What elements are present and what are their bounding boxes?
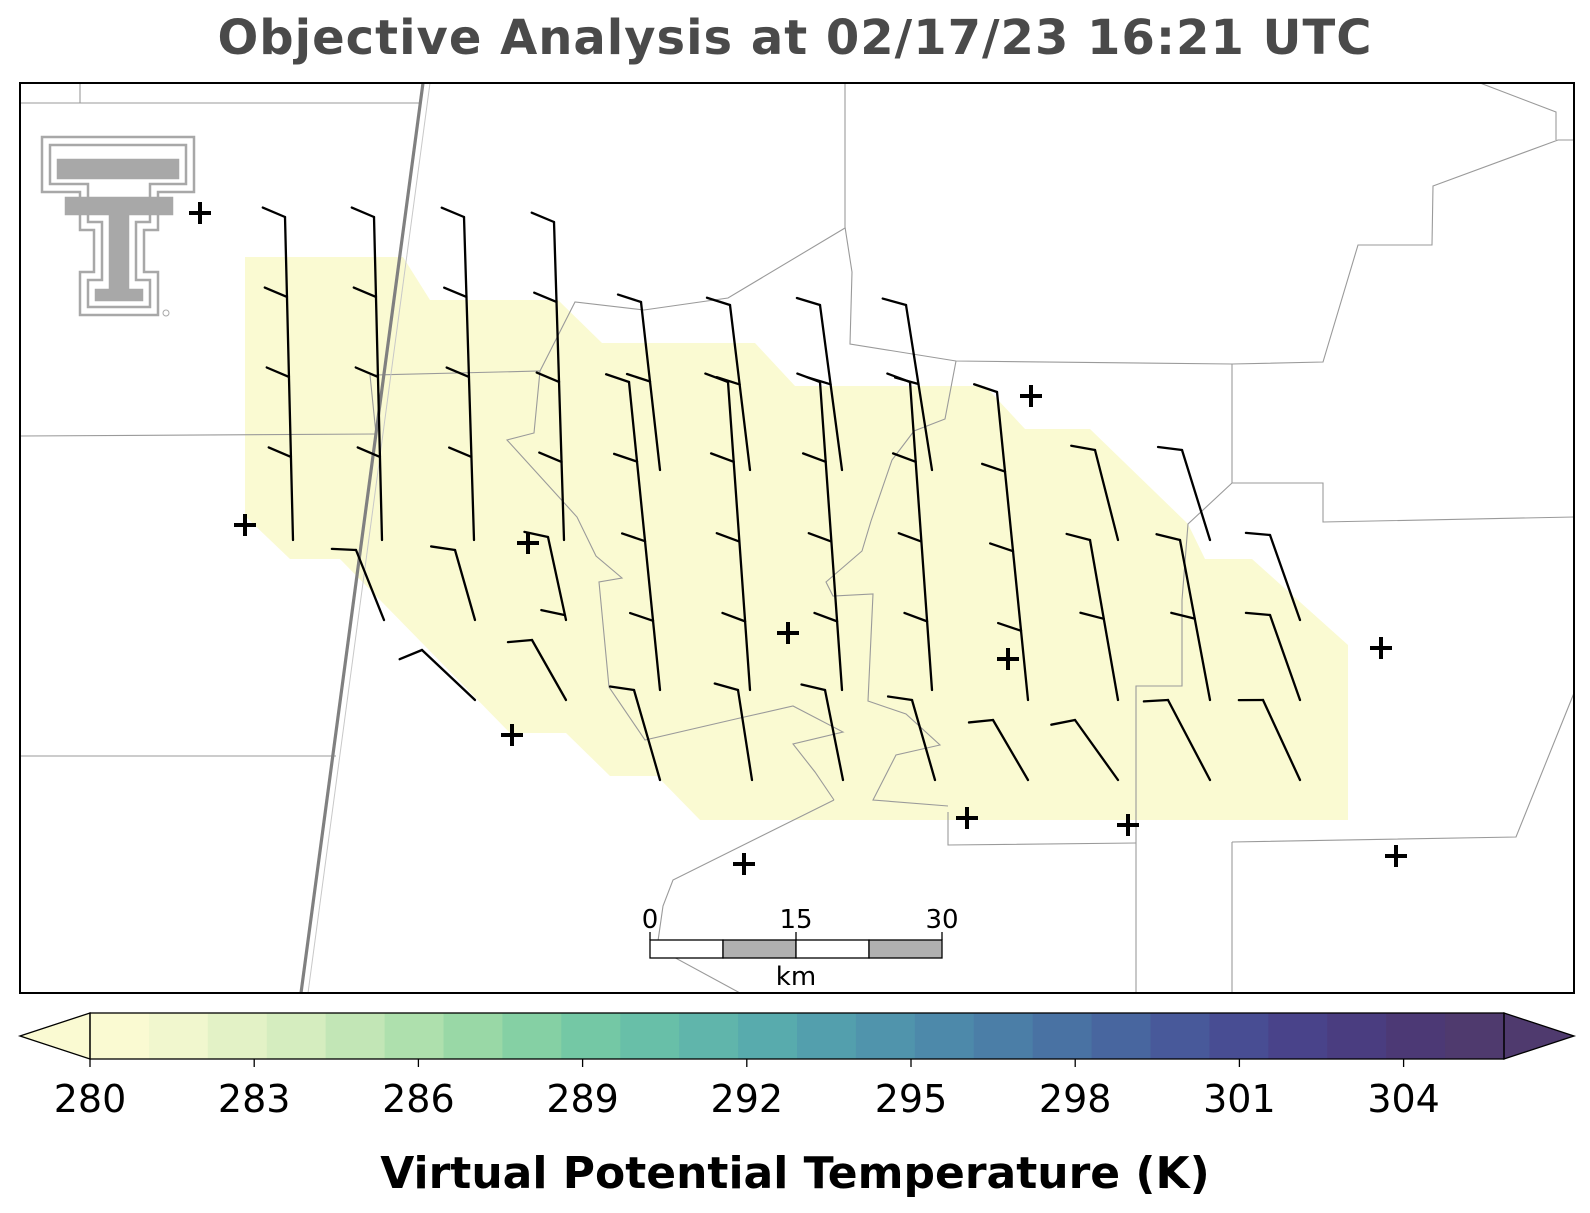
wind-barb: [1244, 531, 1302, 622]
wind-barb: [972, 383, 1030, 702]
colorbar-cell: [1386, 1013, 1446, 1059]
wind-barb: [616, 293, 662, 472]
scale-bar-label-15: 15: [779, 905, 812, 935]
station-marker: [1117, 814, 1139, 836]
colorbar-cell: [148, 1013, 209, 1059]
wind-barb: [886, 372, 934, 692]
colorbar-cell: [679, 1013, 739, 1059]
wind-barb: [1155, 533, 1212, 702]
wind-barb: [261, 206, 295, 542]
scale-bar-segment: [649, 939, 724, 959]
wind-barbs: [261, 206, 1302, 782]
station-marker: [501, 724, 523, 746]
station-markers: [189, 202, 1407, 875]
colorbar-cell: [1268, 1013, 1328, 1059]
texas-tech-double-t-logo: [40, 135, 196, 317]
scale-bar: 0 15 30 km: [642, 905, 959, 992]
county-boundaries: [20, 83, 1574, 993]
wind-barb: [886, 695, 937, 782]
colorbar-tick-label: 280: [54, 1077, 127, 1121]
colorbar-cell: [90, 1013, 150, 1059]
colorbar-cell: [914, 1013, 975, 1059]
wind-barb: [530, 211, 566, 542]
colorbar-cell: [1327, 1013, 1387, 1059]
station-marker: [1370, 637, 1392, 659]
colorbar-cell: [325, 1013, 386, 1059]
wind-barb: [1142, 698, 1212, 782]
wind-barb: [398, 648, 477, 702]
station-marker: [1020, 385, 1042, 407]
colorbar-tick-label: 298: [1039, 1077, 1112, 1121]
colorbar-tick-label: 292: [711, 1077, 784, 1121]
wind-barb: [1065, 532, 1120, 702]
wind-barb: [330, 547, 386, 622]
wind-barb: [967, 718, 1030, 782]
colorbar-tick-label: 289: [546, 1077, 619, 1121]
scale-bar-label-0: 0: [642, 905, 659, 935]
station-marker: [777, 622, 799, 644]
colorbar-cell: [797, 1013, 857, 1059]
station-marker: [517, 532, 539, 554]
colorbar-cell: [620, 1013, 680, 1059]
wind-barb: [350, 206, 384, 542]
scale-bar-segment: [868, 939, 943, 959]
wind-barb: [1244, 611, 1302, 702]
colorbar-cell: [502, 1013, 562, 1059]
station-marker: [997, 648, 1019, 670]
wind-barb: [608, 685, 662, 782]
colorbar-extend-low: [17, 1012, 91, 1060]
colorbar-cell: [973, 1013, 1034, 1059]
scale-bar-unit: km: [776, 962, 816, 992]
wind-barb: [1156, 445, 1212, 542]
colorbar-cell: [738, 1013, 798, 1059]
wind-barb: [1070, 444, 1120, 542]
wind-barb: [1237, 698, 1302, 782]
colorbar-cell: [1445, 1013, 1505, 1059]
colorbar-extend-high: [1503, 1012, 1577, 1060]
analysis-field: [245, 257, 1348, 820]
scale-bar-segment: [722, 939, 797, 959]
wind-barb: [506, 638, 568, 702]
colorbar-cell: [1150, 1013, 1211, 1059]
wind-barb: [440, 206, 476, 542]
station-marker: [956, 807, 978, 829]
colorbar-tick-label: 304: [1367, 1077, 1440, 1121]
colorbar-tick-label: 301: [1203, 1077, 1276, 1121]
station-marker: [733, 853, 755, 875]
colorbar-tick-label: 295: [875, 1077, 948, 1121]
wind-barb: [604, 373, 662, 692]
wind-barb: [1050, 718, 1120, 782]
colorbar: 280 283 286 289 292 295 298 301 304: [17, 1012, 1577, 1121]
station-marker: [189, 202, 211, 224]
colorbar-cell: [1209, 1013, 1269, 1059]
colorbar-cell: [207, 1013, 268, 1059]
scale-bar-label-30: 30: [925, 905, 958, 935]
colorbar-cell: [855, 1013, 916, 1059]
map-panel: [20, 83, 1574, 993]
colorbar-cell: [1091, 1013, 1152, 1059]
wind-barb: [796, 372, 844, 692]
wind-barb: [800, 683, 845, 782]
highway: [299, 83, 431, 993]
station-marker: [1385, 845, 1407, 867]
colorbar-cell: [561, 1013, 621, 1059]
wind-barb: [713, 682, 754, 782]
colorbar-label: Virtual Potential Temperature (K): [380, 1148, 1210, 1199]
colorbar-tick-label: 283: [218, 1077, 291, 1121]
wind-barb: [429, 545, 477, 622]
figure-title: Objective Analysis at 02/17/23 16:21 UTC: [217, 10, 1373, 66]
colorbar-cell: [443, 1013, 504, 1059]
scale-bar-segment: [795, 939, 870, 959]
map-border: [19, 82, 1575, 994]
station-marker: [234, 514, 256, 536]
colorbar-cell: [1032, 1013, 1093, 1059]
colorbar-cell: [266, 1013, 327, 1059]
colorbar-tick-label: 286: [382, 1077, 455, 1121]
colorbar-cell: [384, 1013, 445, 1059]
wind-barb: [704, 372, 752, 692]
